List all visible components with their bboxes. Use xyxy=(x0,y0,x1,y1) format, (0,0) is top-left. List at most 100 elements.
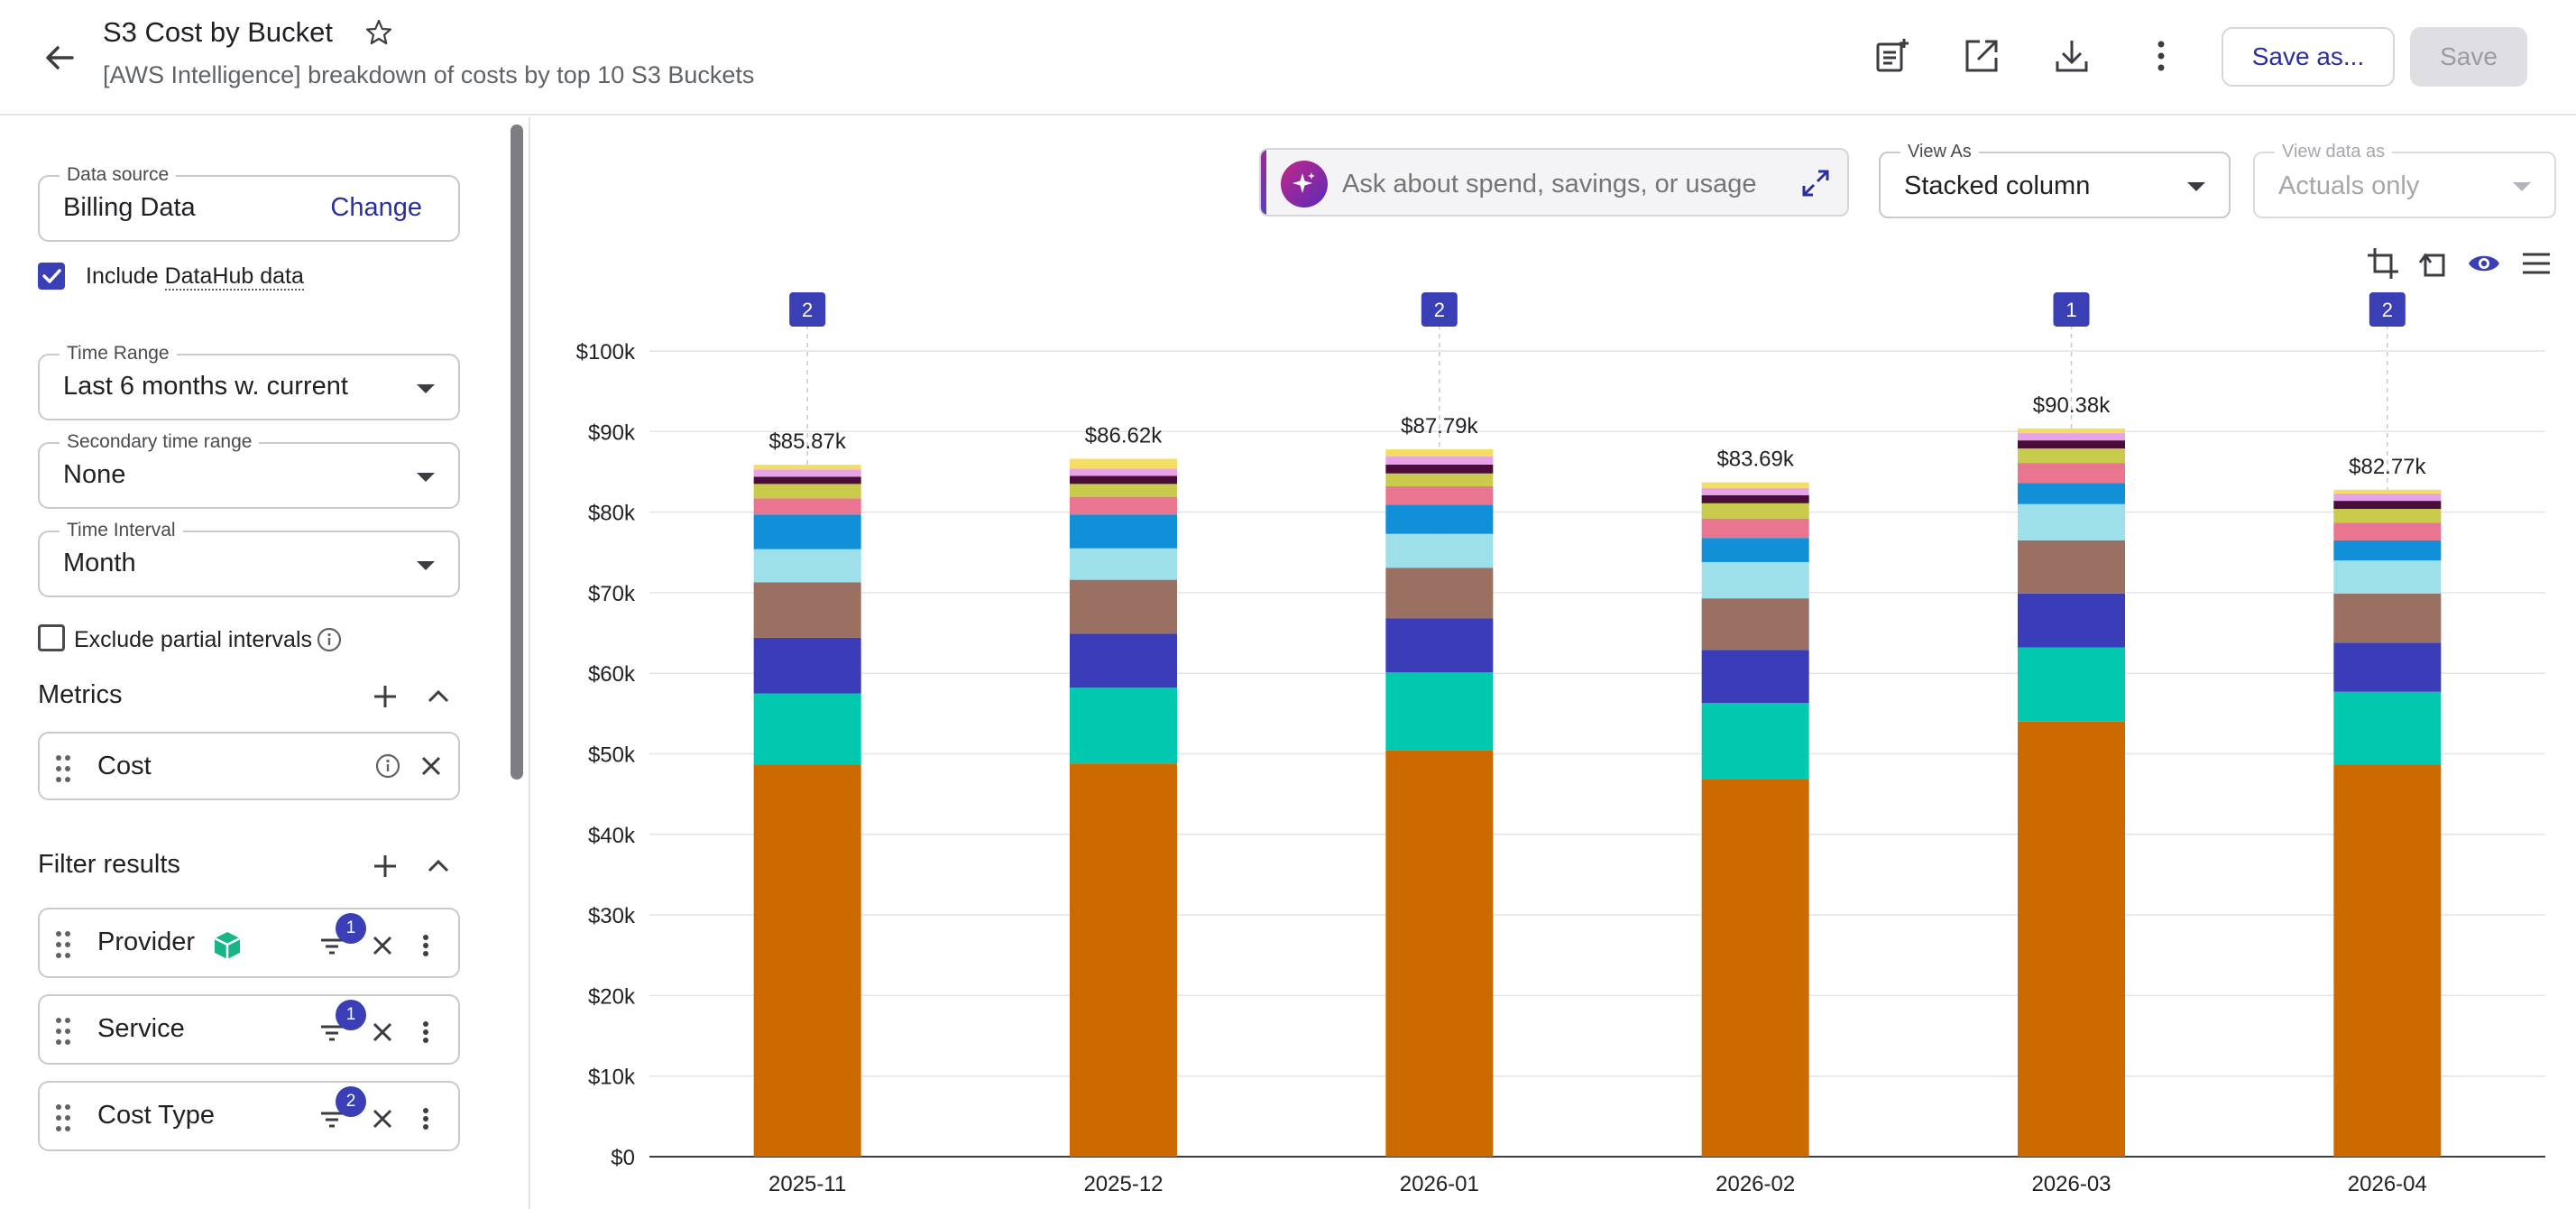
bar-segment[interactable] xyxy=(1701,538,1809,562)
add-to-dashboard-button[interactable] xyxy=(1867,31,1918,81)
bar-segment[interactable] xyxy=(2333,522,2442,540)
bar-segment[interactable] xyxy=(753,549,861,583)
bar-segment[interactable] xyxy=(1070,579,1177,634)
bar-segment[interactable] xyxy=(753,514,861,549)
filter-more-button[interactable] xyxy=(409,929,442,962)
bar-segment[interactable] xyxy=(2018,647,2125,722)
chart-menu-button[interactable] xyxy=(2516,244,2556,283)
favorite-star-button[interactable] xyxy=(363,16,395,49)
bar-segment[interactable] xyxy=(1701,487,1809,495)
bar-segment[interactable] xyxy=(1701,482,1809,488)
ai-search-input[interactable] xyxy=(1342,166,1784,202)
bar-segment[interactable] xyxy=(2018,428,2125,434)
crop-button[interactable] xyxy=(2363,244,2403,283)
info-icon[interactable] xyxy=(316,626,343,653)
datahub-link[interactable]: DataHub data xyxy=(164,263,304,291)
filter-more-button[interactable] xyxy=(409,1016,442,1048)
bar-segment[interactable] xyxy=(2018,503,2125,540)
annotation-marker[interactable] xyxy=(2053,292,2090,327)
save-button[interactable]: Save xyxy=(2410,27,2527,87)
bar-segment[interactable] xyxy=(1385,618,1494,673)
drag-handle-icon[interactable] xyxy=(54,1103,72,1133)
bar-segment[interactable] xyxy=(753,693,861,765)
bar-segment[interactable] xyxy=(2018,721,2125,1157)
add-filter-button[interactable] xyxy=(367,848,403,884)
time-range-select[interactable]: Time Range Last 6 months w. current xyxy=(38,343,460,420)
exclude-partial-checkbox[interactable] xyxy=(38,624,65,651)
bar-segment[interactable] xyxy=(1385,486,1494,505)
collapse-filters-button[interactable] xyxy=(420,848,456,884)
remove-metric-button[interactable] xyxy=(415,750,447,782)
time-interval-select[interactable]: Time Interval Month xyxy=(38,520,460,597)
bar-segment[interactable] xyxy=(753,764,861,1157)
bar-segment[interactable] xyxy=(2333,764,2442,1157)
bar-segment[interactable] xyxy=(2333,642,2442,692)
bar-segment[interactable] xyxy=(1070,468,1177,476)
change-data-source-link[interactable]: Change xyxy=(330,193,422,222)
remove-filter-button[interactable] xyxy=(366,1016,399,1048)
bar-segment[interactable] xyxy=(1385,750,1494,1157)
bar-segment[interactable] xyxy=(1070,514,1177,549)
remove-filter-button[interactable] xyxy=(366,1103,399,1135)
annotation-marker[interactable] xyxy=(1421,292,1458,327)
add-metric-button[interactable] xyxy=(367,678,403,715)
filter-settings-button[interactable] xyxy=(316,1016,348,1048)
bar-segment[interactable] xyxy=(2018,463,2125,484)
filter-chip[interactable]: Cost Type 2 xyxy=(38,1081,460,1151)
bar-segment[interactable] xyxy=(753,484,861,499)
save-as-button[interactable]: Save as... xyxy=(2222,27,2395,87)
bar-segment[interactable] xyxy=(2333,494,2442,502)
more-options-button[interactable] xyxy=(2136,31,2186,81)
bar-segment[interactable] xyxy=(1385,464,1494,474)
bar-segment[interactable] xyxy=(2018,540,2125,594)
bar-segment[interactable] xyxy=(753,582,861,638)
bar-segment[interactable] xyxy=(1701,779,1809,1157)
sidebar-scrollbar[interactable] xyxy=(511,125,523,780)
bar-segment[interactable] xyxy=(2333,509,2442,523)
bar-segment[interactable] xyxy=(2333,593,2442,643)
annotation-marker[interactable] xyxy=(2369,292,2406,327)
metric-chip-cost[interactable]: Cost xyxy=(38,732,460,800)
reset-zoom-button[interactable] xyxy=(2414,244,2453,283)
bar-segment[interactable] xyxy=(1385,533,1494,568)
filter-chip[interactable]: Service 1 xyxy=(38,994,460,1065)
bar-segment[interactable] xyxy=(1070,475,1177,485)
bar-segment[interactable] xyxy=(1701,561,1809,599)
bar-segment[interactable] xyxy=(753,637,861,694)
bar-segment[interactable] xyxy=(753,498,861,515)
bar-segment[interactable] xyxy=(753,476,861,485)
bar-segment[interactable] xyxy=(1070,484,1177,497)
bar-segment[interactable] xyxy=(1070,633,1177,688)
secondary-time-range-select[interactable]: Secondary time range None xyxy=(38,431,460,509)
bar-segment[interactable] xyxy=(2333,501,2442,510)
bar-segment[interactable] xyxy=(1385,504,1494,534)
bar-segment[interactable] xyxy=(1070,458,1177,469)
download-button[interactable] xyxy=(2047,31,2097,81)
bar-segment[interactable] xyxy=(1385,473,1494,487)
filter-settings-button[interactable] xyxy=(316,1103,348,1135)
bar-segment[interactable] xyxy=(2018,483,2125,504)
bar-segment[interactable] xyxy=(2018,433,2125,441)
bar-segment[interactable] xyxy=(1701,598,1809,651)
filter-chip[interactable]: Provider 1 xyxy=(38,908,460,978)
collapse-metrics-button[interactable] xyxy=(420,678,456,715)
bar-segment[interactable] xyxy=(1701,494,1809,503)
bar-segment[interactable] xyxy=(2018,593,2125,648)
bar-segment[interactable] xyxy=(1070,496,1177,515)
metric-info-button[interactable] xyxy=(372,750,404,782)
ai-assistant-box[interactable] xyxy=(1259,148,1849,217)
bar-segment[interactable] xyxy=(753,465,861,470)
include-datahub-checkbox[interactable] xyxy=(38,263,65,290)
bar-segment[interactable] xyxy=(753,469,861,477)
filter-more-button[interactable] xyxy=(409,1103,442,1135)
bar-segment[interactable] xyxy=(2333,540,2442,561)
annotation-marker[interactable] xyxy=(789,292,826,327)
bar-segment[interactable] xyxy=(1070,688,1177,764)
bar-segment[interactable] xyxy=(1385,456,1494,465)
drag-handle-icon[interactable] xyxy=(54,1016,72,1047)
remove-filter-button[interactable] xyxy=(366,929,399,962)
bar-segment[interactable] xyxy=(2333,691,2442,765)
bar-segment[interactable] xyxy=(1070,548,1177,580)
bar-segment[interactable] xyxy=(2333,489,2442,494)
visibility-button[interactable] xyxy=(2464,244,2504,283)
